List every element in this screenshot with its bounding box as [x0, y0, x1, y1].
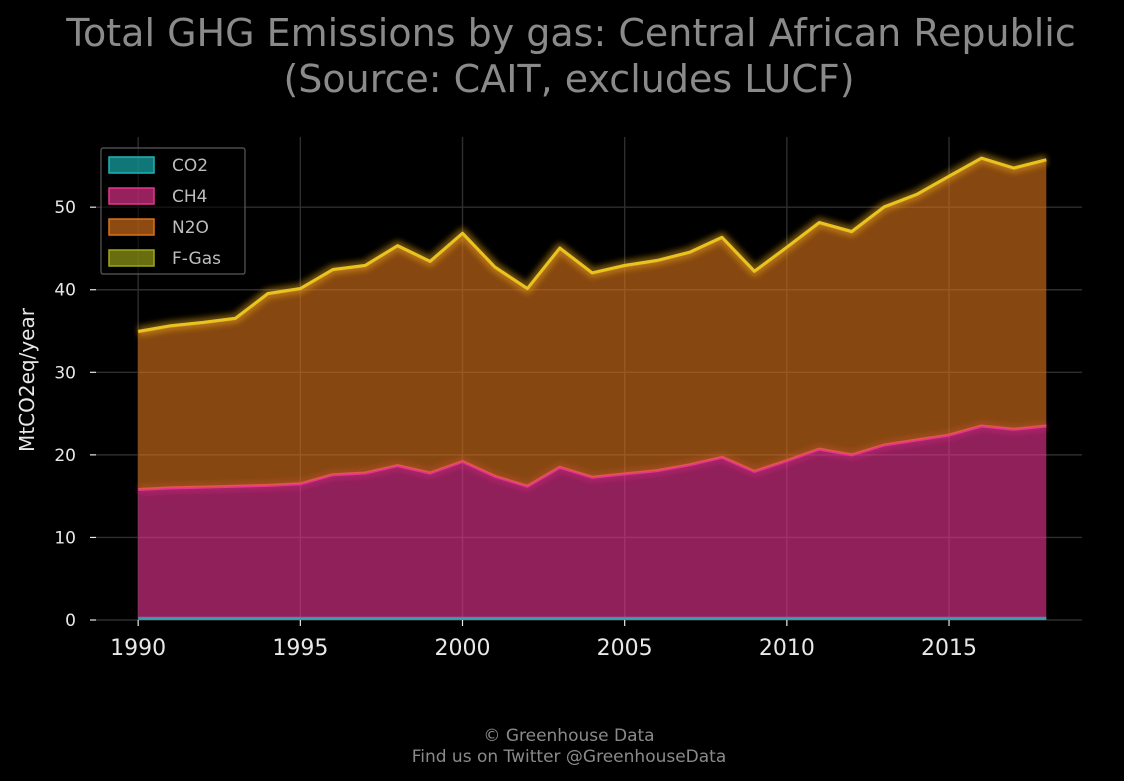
- x-tick-label: 2005: [597, 636, 653, 661]
- legend-swatch-f-gas: [108, 249, 155, 267]
- credit-line-2: Find us on Twitter @GreenhouseData: [412, 747, 727, 767]
- area-n2o: [138, 158, 1047, 490]
- y-tick-label: 10: [54, 528, 76, 548]
- legend-label-n2o: N2O: [172, 218, 209, 238]
- y-tick-label: 50: [54, 198, 76, 218]
- y-tick-label: 30: [54, 363, 76, 383]
- area-layer: [137, 153, 1048, 624]
- legend-label-f-gas: F-Gas: [172, 249, 221, 269]
- x-tick-label: 2010: [759, 636, 815, 661]
- x-tick-label: 2015: [921, 636, 977, 661]
- y-tick-label: 20: [54, 446, 76, 466]
- legend-swatch-ch4: [108, 187, 155, 205]
- legend: CO2 CH4 N2O F-Gas: [100, 147, 246, 275]
- axis-layer: 1990 1995 2000 2005 2010 2015 0 10 20 30 40 50: [54, 198, 977, 661]
- x-tick-label: 1990: [110, 636, 166, 661]
- chart-subtitle: (Source: CAIT, excludes LUCF): [283, 57, 854, 101]
- y-tick-label: 0: [65, 611, 76, 631]
- legend-box: [100, 147, 246, 275]
- legend-swatch-co2: [108, 156, 155, 174]
- legend-label-ch4: CH4: [172, 187, 207, 207]
- y-tick-label: 40: [54, 281, 76, 301]
- y-axis-label: MtCO2eq/year: [15, 307, 39, 452]
- credit-line-1: © Greenhouse Data: [483, 726, 654, 746]
- chart-title: Total GHG Emissions by gas: Central Afri…: [65, 11, 1076, 55]
- x-tick-label: 2000: [435, 636, 491, 661]
- x-tick-label: 1995: [272, 636, 328, 661]
- legend-label-co2: CO2: [172, 156, 208, 176]
- legend-swatch-n2o: [108, 218, 155, 236]
- line-f-gas: [137, 156, 1047, 333]
